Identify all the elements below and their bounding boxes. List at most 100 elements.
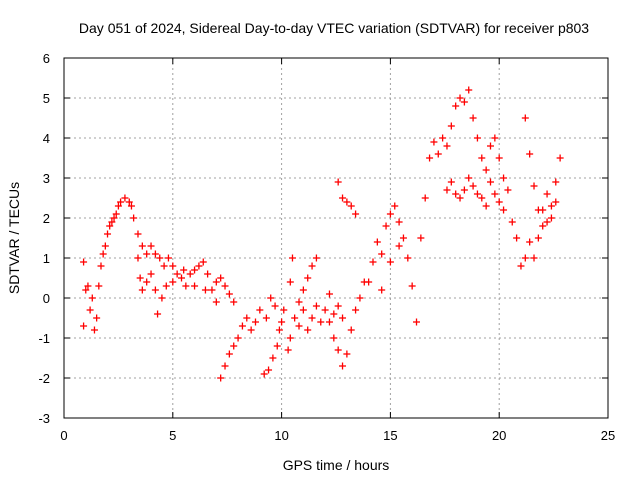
data-point bbox=[295, 322, 303, 330]
data-point bbox=[386, 210, 394, 218]
x-tick-label: 10 bbox=[274, 428, 288, 443]
data-point bbox=[486, 178, 494, 186]
data-point bbox=[84, 282, 92, 290]
data-point bbox=[334, 302, 342, 310]
y-axis-label: SDTVAR / TECUs bbox=[6, 182, 22, 294]
data-point bbox=[460, 98, 468, 106]
data-point bbox=[169, 278, 177, 286]
data-point bbox=[121, 194, 129, 202]
data-point bbox=[365, 278, 373, 286]
x-tick-label: 20 bbox=[492, 428, 506, 443]
data-point bbox=[312, 254, 320, 262]
data-point bbox=[391, 202, 399, 210]
data-point bbox=[212, 278, 220, 286]
data-point bbox=[456, 194, 464, 202]
data-point bbox=[556, 154, 564, 162]
data-point bbox=[304, 326, 312, 334]
data-point bbox=[217, 374, 225, 382]
data-point bbox=[308, 314, 316, 322]
x-tick-label: 5 bbox=[169, 428, 176, 443]
data-point bbox=[482, 166, 490, 174]
grid-lines bbox=[64, 58, 608, 418]
data-point bbox=[95, 282, 103, 290]
data-point bbox=[112, 210, 120, 218]
data-point bbox=[443, 186, 451, 194]
data-point bbox=[469, 182, 477, 190]
data-point bbox=[80, 322, 88, 330]
data-point bbox=[178, 274, 186, 282]
data-point bbox=[243, 314, 251, 322]
data-point bbox=[180, 266, 188, 274]
data-point bbox=[234, 334, 242, 342]
data-point bbox=[108, 218, 116, 226]
data-point bbox=[334, 346, 342, 354]
x-tick-label: 15 bbox=[383, 428, 397, 443]
data-points bbox=[80, 86, 564, 382]
y-tick-label: 2 bbox=[43, 211, 50, 226]
data-point bbox=[275, 326, 283, 334]
data-point bbox=[339, 194, 347, 202]
data-point bbox=[547, 214, 555, 222]
data-point bbox=[147, 242, 155, 250]
data-point bbox=[101, 242, 109, 250]
data-point bbox=[86, 306, 94, 314]
data-point bbox=[504, 186, 512, 194]
data-point bbox=[434, 150, 442, 158]
data-point bbox=[539, 206, 547, 214]
data-point bbox=[413, 318, 421, 326]
data-point bbox=[247, 326, 255, 334]
data-point bbox=[164, 254, 172, 262]
data-point bbox=[513, 234, 521, 242]
data-point bbox=[286, 334, 294, 342]
data-point bbox=[508, 218, 516, 226]
data-point bbox=[143, 278, 151, 286]
data-point bbox=[334, 178, 342, 186]
data-point bbox=[539, 222, 547, 230]
data-point bbox=[304, 274, 312, 282]
data-point bbox=[534, 234, 542, 242]
data-point bbox=[382, 222, 390, 230]
data-point bbox=[443, 142, 451, 150]
data-point bbox=[321, 306, 329, 314]
data-point bbox=[260, 370, 268, 378]
data-point bbox=[195, 262, 203, 270]
data-point bbox=[191, 282, 199, 290]
y-tick-label: -2 bbox=[38, 371, 50, 386]
data-point bbox=[151, 250, 159, 258]
y-tick-label: 3 bbox=[43, 171, 50, 186]
data-point bbox=[517, 262, 525, 270]
data-point bbox=[251, 318, 259, 326]
data-point bbox=[273, 342, 281, 350]
data-point bbox=[395, 242, 403, 250]
data-point bbox=[317, 318, 325, 326]
y-tick-label: 6 bbox=[43, 51, 50, 66]
data-point bbox=[352, 306, 360, 314]
data-point bbox=[104, 230, 112, 238]
data-point bbox=[80, 258, 88, 266]
data-point bbox=[491, 190, 499, 198]
data-point bbox=[356, 294, 364, 302]
data-point bbox=[452, 190, 460, 198]
y-tick-label: 1 bbox=[43, 251, 50, 266]
data-point bbox=[399, 234, 407, 242]
data-point bbox=[114, 202, 122, 210]
data-point bbox=[169, 262, 177, 270]
data-point bbox=[204, 270, 212, 278]
data-point bbox=[147, 270, 155, 278]
data-point bbox=[395, 218, 403, 226]
x-tick-label: 25 bbox=[601, 428, 615, 443]
data-point bbox=[269, 354, 277, 362]
data-point bbox=[526, 238, 534, 246]
data-point bbox=[478, 154, 486, 162]
data-point bbox=[99, 250, 107, 258]
data-point bbox=[208, 286, 216, 294]
data-point bbox=[482, 202, 490, 210]
data-point bbox=[495, 198, 503, 206]
data-point bbox=[286, 278, 294, 286]
data-point bbox=[82, 286, 90, 294]
data-point bbox=[552, 198, 560, 206]
data-point bbox=[173, 270, 181, 278]
data-point bbox=[212, 298, 220, 306]
data-point bbox=[500, 174, 508, 182]
